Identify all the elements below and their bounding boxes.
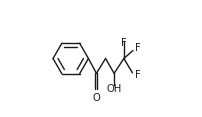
Text: OH: OH <box>106 84 122 94</box>
Text: F: F <box>135 43 141 53</box>
Text: O: O <box>93 93 100 103</box>
Text: F: F <box>121 38 127 48</box>
Text: F: F <box>135 70 140 80</box>
